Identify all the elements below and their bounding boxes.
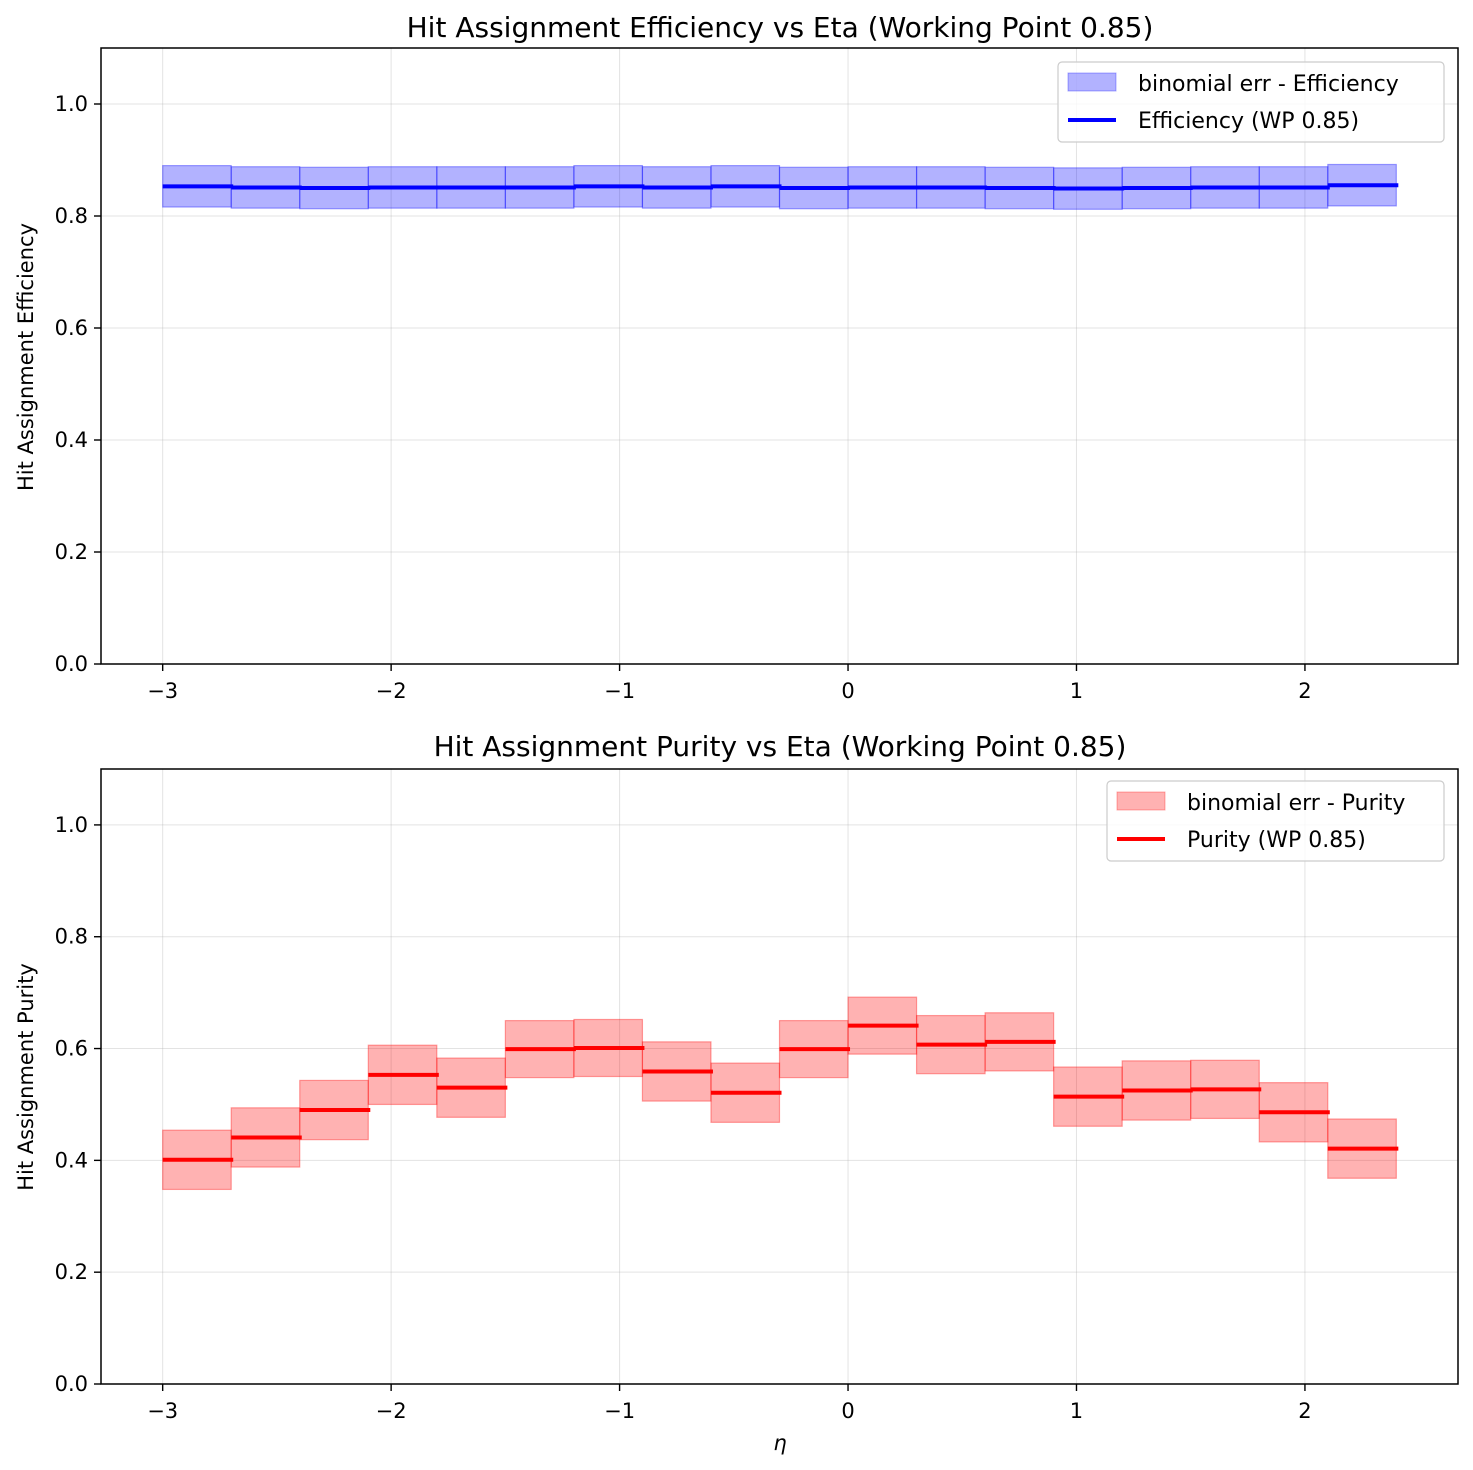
- purity-panel: Hit Assignment Purity vs Eta (Working Po…: [14, 730, 1459, 1455]
- purity-value-lines: [162, 1023, 1399, 1162]
- efficiency-ylabel: Hit Assignment Efficiency: [14, 223, 38, 491]
- efficiency-ytick-label-0: 0.0: [55, 652, 88, 676]
- purity-legend-box: [1106, 780, 1445, 862]
- purity-xtick-label-1: −2: [376, 1399, 407, 1423]
- purity-ytick-label-1: 0.2: [55, 1260, 88, 1284]
- purity-ylabel: Hit Assignment Purity: [14, 963, 38, 1191]
- efficiency-legend-box: [1057, 61, 1445, 143]
- purity-ytick-label-2: 0.4: [55, 1148, 88, 1172]
- purity-x-ticks: −3 −2 −1 0 1 2: [147, 1384, 1312, 1423]
- purity-axes-frame: [100, 768, 1459, 1385]
- purity-legend-band-swatch: [1116, 791, 1166, 811]
- purity-xtick-label-2: −1: [604, 1399, 635, 1423]
- efficiency-axes-frame: [100, 47, 1459, 665]
- efficiency-ytick-label-4: 0.8: [55, 204, 88, 228]
- efficiency-xtick-label-3: 0: [841, 679, 854, 703]
- efficiency-xtick-label-0: −3: [147, 679, 178, 703]
- efficiency-xtick-label-2: −1: [604, 679, 635, 703]
- purity-ytick-label-5: 1.0: [55, 813, 88, 837]
- purity-legend: binomial err - Purity Purity (WP 0.85): [1106, 780, 1445, 862]
- efficiency-legend-band-swatch: [1067, 72, 1117, 92]
- purity-y-ticks: 0.0 0.2 0.4 0.6 0.8 1.0: [55, 813, 101, 1396]
- purity-legend-line-label: Purity (WP 0.85): [1187, 828, 1366, 853]
- purity-legend-band-label: binomial err - Purity: [1187, 791, 1405, 816]
- efficiency-ytick-label-1: 0.2: [55, 540, 88, 564]
- efficiency-xtick-label-1: −2: [376, 679, 407, 703]
- efficiency-x-ticks: −3 −2 −1 0 1 2: [147, 664, 1312, 703]
- purity-xtick-label-3: 0: [841, 1399, 854, 1423]
- efficiency-legend-line-label: Efficiency (WP 0.85): [1138, 109, 1359, 134]
- efficiency-xtick-label-5: 2: [1298, 679, 1311, 703]
- efficiency-value-lines: [162, 183, 1399, 191]
- efficiency-title: Hit Assignment Efficiency vs Eta (Workin…: [407, 11, 1154, 44]
- efficiency-panel: Hit Assignment Efficiency vs Eta (Workin…: [14, 11, 1459, 703]
- efficiency-y-ticks: 0.0 0.2 0.4 0.6 0.8 1.0: [55, 92, 101, 676]
- purity-xlabel: η: [773, 1431, 786, 1455]
- purity-xtick-label-4: 1: [1070, 1399, 1083, 1423]
- purity-ytick-label-0: 0.0: [55, 1372, 88, 1396]
- efficiency-xtick-label-4: 1: [1070, 679, 1083, 703]
- purity-ytick-label-4: 0.8: [55, 925, 88, 949]
- efficiency-ytick-label-2: 0.4: [55, 428, 88, 452]
- efficiency-ytick-label-3: 0.6: [55, 316, 88, 340]
- purity-xtick-label-0: −3: [147, 1399, 178, 1423]
- purity-title: Hit Assignment Purity vs Eta (Working Po…: [434, 730, 1127, 763]
- purity-ytick-label-3: 0.6: [55, 1037, 88, 1061]
- purity-xtick-label-5: 2: [1298, 1399, 1311, 1423]
- efficiency-legend-band-label: binomial err - Efficiency: [1138, 72, 1399, 97]
- efficiency-legend: binomial err - Efficiency Efficiency (WP…: [1057, 61, 1445, 143]
- efficiency-ytick-label-5: 1.0: [55, 92, 88, 116]
